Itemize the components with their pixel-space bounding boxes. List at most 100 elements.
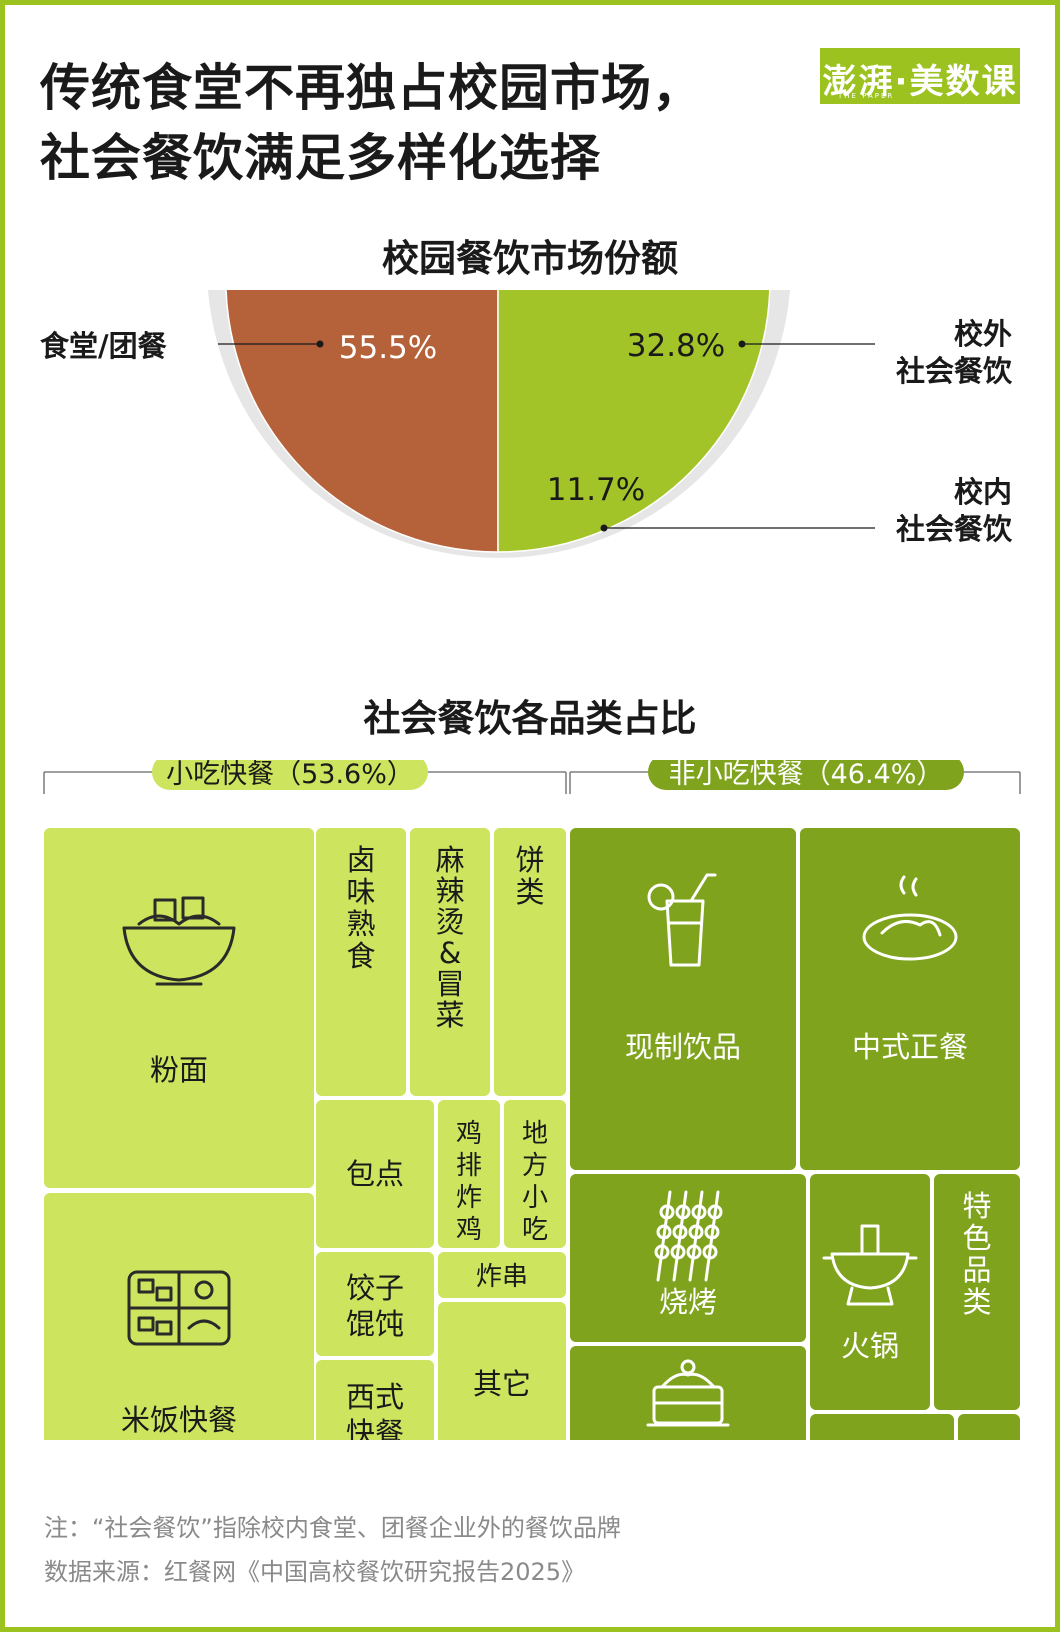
food [880,919,942,937]
headline-line-2: 社会餐饮满足多样化选择 [40,129,601,187]
pie-label-campus-2: 社会餐饮 [896,512,1013,546]
noodle-bowl-icon [122,896,236,986]
pie-title: 校园餐饮市场份额 [382,237,678,280]
skewer-meat [704,1224,720,1240]
tile-label-0-9: 炸串 [476,1262,528,1292]
tile-label-0-10-line: 西式 [346,1380,404,1414]
headline-line-1: 传统食堂不再独占校园市场， [40,59,703,117]
pie-slice-offcampus-social [497,290,771,553]
greens [187,1319,221,1330]
pot [830,1252,910,1290]
tile-1-5 [570,1346,806,1440]
data-source: 数据来源：红餐网《中国高校餐饮研究报告2025》 [44,1558,586,1586]
tile-0-11 [438,1302,566,1440]
tile-label-0-2-char: 熟 [346,907,375,941]
tile-0-8 [316,1252,434,1356]
rice [194,1280,214,1300]
pie-label-offcampus-1: 校外 [954,317,1012,351]
publisher-logo: 澎湃·美数课 THE PAPER [820,48,1020,104]
tile-0-5 [316,1100,434,1248]
tile-label-0-5: 包点 [346,1157,404,1191]
noodles [137,914,221,926]
tile-label-0-7-char: 吃 [522,1215,548,1245]
tile-label-0-3-char: 冒 [435,967,464,1001]
logo-text: 澎湃·美数课 [822,62,1018,102]
tile-label-0-8-line: 馄饨 [346,1307,404,1341]
pie-slice-canteen [225,290,499,553]
tile-label-0-2-char: 味 [346,875,375,909]
tile-label-0-8-line: 饺子 [346,1271,404,1305]
tile-label-0-3-char: 菜 [435,998,464,1032]
tile-0-2 [316,828,406,1096]
skewer-meat [672,1224,688,1240]
group-label-0: 小吃快餐（53.6%） [166,760,414,790]
base [846,1286,894,1306]
pie-value-offcampus: 32.8% [627,328,725,364]
food-2 [155,1286,173,1302]
tile-label-0-4-char: 类 [515,875,544,909]
pie-label-canteen: 食堂/团餐 [40,329,168,363]
steam [899,875,918,897]
tile-0-7 [504,1100,566,1248]
tile-label-1-1: 中式正餐 [852,1030,968,1064]
tile-label-0-3-char: 烫 [435,905,464,939]
tile-1-4 [934,1174,1020,1410]
footnote: 注：“社会餐饮”指除校内食堂、团餐企业外的餐饮品牌 [44,1514,621,1542]
tile-label-0-6-char: 鸡 [456,1119,482,1149]
tile-1-3 [810,1174,930,1410]
tile-label-0-1: 米饭快餐 [121,1403,237,1437]
tile-0-10 [316,1360,434,1440]
tile-label-1-4-char: 类 [962,1285,991,1319]
tile-label-0-0: 粉面 [150,1053,208,1087]
straw [689,873,717,903]
tile-label-1-4-char: 特 [962,1189,991,1223]
chinese-dish-icon [862,875,958,961]
tile-label-1-3: 火锅 [841,1329,899,1363]
cake-body [652,1385,724,1425]
cake-icon [646,1359,730,1427]
tofu-1 [153,898,177,922]
tile-label-1-4-char: 品 [962,1253,991,1287]
pie-label-campus-1: 校内 [954,475,1012,509]
tile-label-0-4-char: 饼 [515,843,544,877]
skewers-icon [654,1190,723,1282]
bowl-shape [122,926,236,982]
skewer-meat [691,1204,707,1220]
tile-label-0-6-char: 鸡 [456,1215,482,1245]
tile-label-0-7-char: 小 [522,1183,548,1213]
skewer-meat [656,1224,672,1240]
pie-value-canteen: 55.5% [339,330,437,366]
group-label-1: 非小吃快餐（46.4%） [669,760,944,790]
skewer-meat [686,1244,702,1260]
food-3 [137,1316,155,1332]
tile-label-0-6-char: 炸 [456,1183,482,1213]
tile-1-0 [570,828,796,1170]
chimney [860,1224,880,1256]
tile-1-2 [570,1174,806,1342]
skewer-meat [702,1244,718,1260]
group-pill-1 [648,760,964,790]
tile-label-1-2: 烧烤 [659,1285,717,1319]
tile-label-0-3-char: & [439,936,462,970]
skewer-meat [707,1204,723,1220]
tile-1-6 [810,1414,954,1440]
group-pill-0 [152,760,428,790]
tile-1-1 [800,828,1020,1170]
tile-label-0-11: 其它 [473,1367,531,1401]
hotpot-icon [822,1224,918,1306]
food-1 [137,1278,155,1294]
tile-label-0-2-char: 食 [346,939,375,973]
tile-0-6 [438,1100,500,1248]
tile-0-0 [44,828,314,1188]
tile-0-9 [438,1252,566,1298]
tile-0-4 [494,828,566,1096]
tile-1-7 [958,1414,1020,1440]
lemon [647,883,675,911]
skewer-meat [670,1244,686,1260]
tile-label-0-10-line: 快餐 [346,1416,404,1440]
drink-glass-icon [647,873,717,967]
tile-0-3 [410,828,490,1096]
pie-label-offcampus-2: 社会餐饮 [896,354,1013,388]
